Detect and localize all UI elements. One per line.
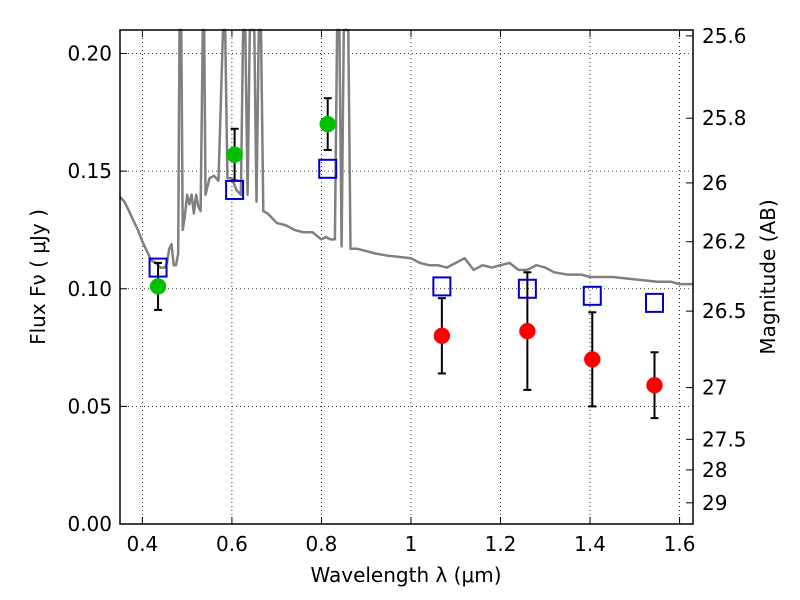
- y2-tick-label: 28: [702, 458, 727, 482]
- y2-tick-label: 27: [702, 376, 727, 400]
- series: [119, 28, 693, 420]
- model-synthetic-point: [517, 278, 537, 299]
- observed-upper-point: [584, 351, 601, 368]
- x-tick-label: 1.2: [485, 532, 517, 556]
- y2-tick-label: 26.2: [702, 230, 747, 254]
- model-synthetic-point: [582, 285, 602, 306]
- model-synthetic-point: [432, 276, 452, 297]
- x-tick-label: 0.4: [126, 532, 158, 556]
- observed-detections-point: [226, 146, 243, 163]
- model-synthetic-point: [225, 179, 245, 200]
- x-tick-label: 0.6: [216, 532, 248, 556]
- x-tick-label: 1.6: [664, 532, 696, 556]
- y-tick-label: 0.00: [67, 512, 112, 536]
- x-tick-label: 0.8: [306, 532, 338, 556]
- y-tick-label: 0.15: [67, 159, 112, 183]
- plot-frame: [119, 29, 694, 525]
- model-synthetic-point: [148, 257, 168, 278]
- template-spectrum-line: [119, 28, 693, 286]
- y2-tick-label: 27.5: [702, 427, 747, 451]
- model-synthetic-point: [645, 292, 665, 313]
- axis-ticks: 0.4 0.6 0.8 1 1.2 1.4 1.6 0.00 0.05 0.10 0.15 0.20 2…: [67, 24, 746, 556]
- observed-upper-point: [646, 376, 663, 394]
- observed-upper-point: [433, 327, 451, 345]
- y2-tick-label: 29: [702, 491, 727, 515]
- y2-tick-label: 26.5: [702, 299, 747, 323]
- x-tick-label: 1: [405, 532, 418, 556]
- observed-detections-point: [149, 278, 167, 295]
- observed-upper-point: [519, 322, 536, 340]
- y2-tick-label: 26: [702, 171, 727, 195]
- y2-axis-label: Magnitude (AB): [756, 199, 780, 354]
- y-tick-label: 0.20: [67, 42, 112, 66]
- y-tick-label: 0.05: [67, 394, 112, 418]
- x-axis-label: Wavelength λ (μm): [310, 563, 501, 587]
- observed-detections-point: [319, 115, 336, 133]
- y-tick-label: 0.10: [67, 277, 112, 301]
- y2-tick-label: 25.6: [702, 24, 747, 48]
- x-tick-label: 1.4: [574, 532, 606, 556]
- y-axis-label: Flux Fν ( μJy ): [26, 209, 50, 345]
- y2-tick-label: 25.8: [702, 106, 747, 130]
- model-synthetic-point: [318, 158, 338, 179]
